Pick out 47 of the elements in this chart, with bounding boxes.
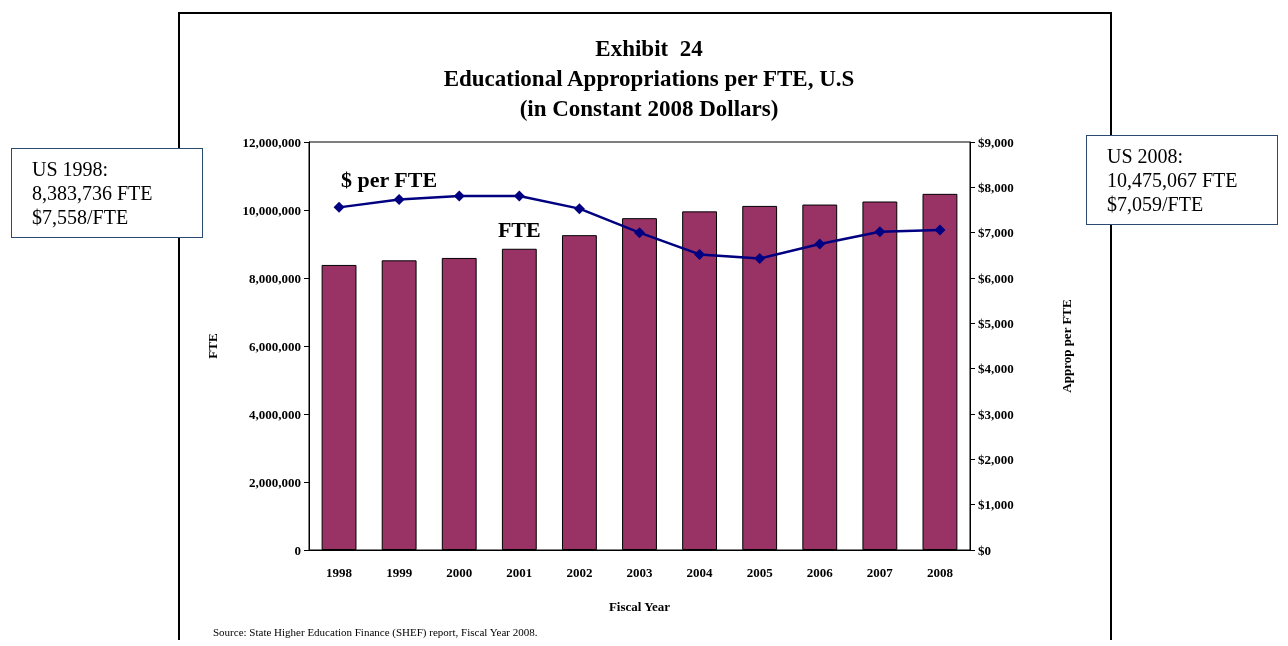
point [573, 203, 585, 215]
y2-tick-label: $9,000 [978, 134, 1014, 150]
y2-tick-label: $6,000 [978, 270, 1014, 286]
x-tick-label: 2001 [506, 565, 533, 580]
y-axis-title: FTE [205, 333, 220, 359]
x-tick-label: 1998 [326, 565, 353, 580]
point [634, 227, 645, 239]
chart-title: Exhibit 24 Educational Appropriations per FTE, U.S (in Constant 2008 Dollars) [443, 35, 855, 121]
x-tick-label: 2008 [926, 565, 954, 580]
series-label: $ per FTE [340, 167, 438, 193]
x-tick-label: 2000 [446, 565, 473, 580]
x-tick-label: 2005 [746, 565, 774, 580]
y-tick-label: 8,000,000 [249, 270, 301, 286]
x-tick-label: 2004 [686, 565, 714, 580]
x-tick-label: 1999 [386, 565, 413, 580]
source-note: Source: State Higher Education Finance (SHEF) report, Fiscal Year 2008. [213, 626, 538, 638]
y2-tick-label: $3,000 [978, 406, 1014, 422]
y-tick-label: 0 [294, 542, 301, 558]
x-tick-label: 2006 [806, 565, 834, 580]
y-tick-label: 6,000,000 [249, 338, 301, 354]
y-tick-label: 4,000,000 [249, 406, 301, 422]
y2-tick-label: $4,000 [978, 361, 1014, 377]
y2-tick-label: $2,000 [978, 451, 1014, 467]
point [333, 201, 345, 213]
y-tick-label: 12,000,000 [242, 134, 301, 150]
y2-tick-label: $7,000 [978, 225, 1014, 241]
point [393, 194, 405, 206]
text: US 1998: 8,383,736 FTE $7,558/FTE [11, 148, 203, 238]
y2-tick-label: $1,000 [978, 497, 1014, 513]
text: US 2008: 10,475,067 FTE $7,059/FTE [1086, 135, 1278, 225]
point [694, 248, 706, 260]
point [814, 238, 826, 250]
x-axis-title: Fiscal Year [608, 599, 671, 614]
y2-tick-label: $0 [978, 542, 991, 558]
x-tick-label: 2007 [866, 565, 894, 580]
point [874, 226, 886, 238]
x-tick-label: 2002 [566, 565, 593, 580]
x-tick-label: 2003 [626, 565, 653, 580]
point [934, 224, 946, 236]
y2-tick-label: $5,000 [978, 315, 1014, 331]
y-tick-label: 10,000,000 [242, 202, 301, 218]
point [453, 190, 465, 202]
series-label: FTE [497, 217, 541, 243]
y2-axis-title: Approp per FTE [1059, 299, 1074, 393]
y-tick-label: 2,000,000 [249, 474, 301, 490]
y2-tick-label: $8,000 [978, 179, 1014, 195]
point [754, 253, 766, 265]
